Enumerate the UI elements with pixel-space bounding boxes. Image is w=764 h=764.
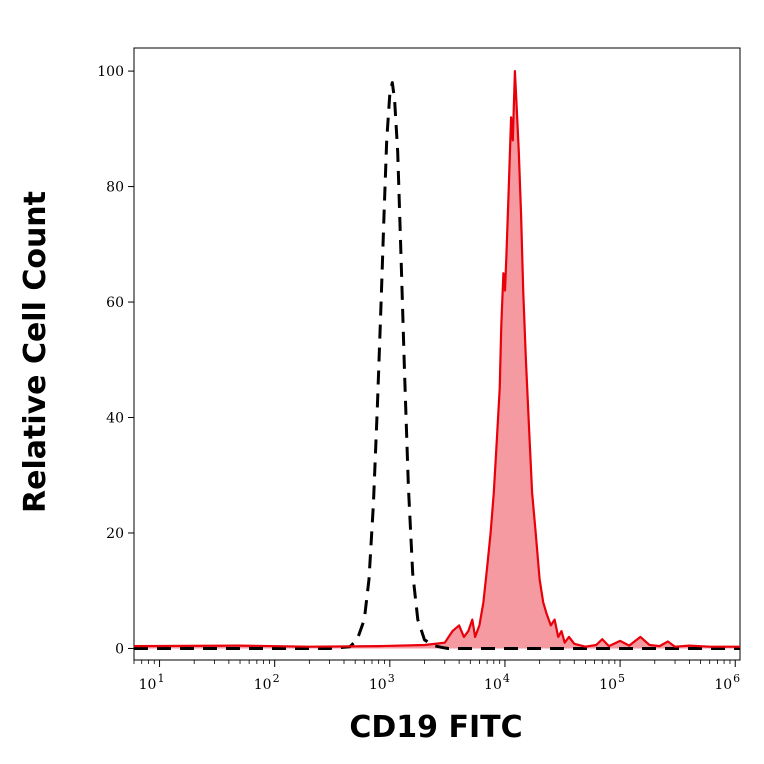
x-tick-label: 104 xyxy=(484,672,510,693)
y-tick-label: 60 xyxy=(106,295,124,311)
y-tick-label: 40 xyxy=(106,411,124,427)
x-tick-label: 103 xyxy=(369,672,395,693)
series-1-area xyxy=(134,71,740,649)
x-tick-label: 102 xyxy=(254,672,280,693)
y-tick-label: 20 xyxy=(106,526,124,542)
series-0-line xyxy=(134,81,740,650)
x-tick-label: 106 xyxy=(714,672,740,693)
x-tick-label: 101 xyxy=(139,672,165,693)
x-tick-label: 105 xyxy=(599,672,625,693)
series-1-line xyxy=(133,70,740,648)
plot-frame xyxy=(133,47,741,661)
y-tick-label: 100 xyxy=(97,64,124,80)
y-axis-title: Relative Cell Count xyxy=(18,191,53,513)
x-axis-title: CD19 FITC xyxy=(349,710,522,745)
y-tick-label: 80 xyxy=(106,180,124,196)
y-tick-label: 0 xyxy=(115,641,124,657)
